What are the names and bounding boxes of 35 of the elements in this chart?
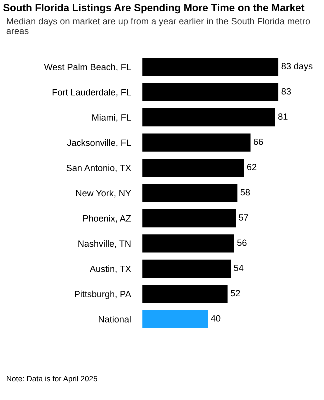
bar — [142, 134, 251, 152]
bar — [142, 108, 276, 127]
data-label: 56 — [238, 240, 247, 246]
y-tick-label: Nashville, TN — [78, 240, 131, 248]
bar — [142, 158, 244, 178]
bar — [142, 285, 228, 304]
data-label: 83 — [282, 88, 292, 95]
bar — [142, 209, 236, 228]
data-label: 81 — [278, 114, 288, 120]
bar — [142, 310, 208, 328]
bar — [142, 260, 232, 278]
chart-subtitle: Median days on market are up from a year earlier in the South Florida metro areas — [6, 18, 310, 34]
y-tick-label: West Palm Beach, FL — [44, 64, 132, 72]
y-tick-label: Fort Lauderdale, FL — [52, 89, 132, 97]
y-tick-label: Miami, FL — [92, 114, 132, 122]
bar — [142, 184, 238, 202]
data-label: 62 — [247, 164, 257, 170]
data-label: 83 days — [282, 62, 313, 72]
y-tick-label: Pittsburgh, PA — [75, 290, 132, 300]
bar — [142, 83, 279, 102]
data-label: 58 — [240, 189, 250, 196]
bar — [142, 58, 279, 76]
bar — [142, 234, 234, 253]
chart-title: South Florida Listings Are Spending More Time on the Market — [4, 4, 305, 14]
y-tick-label: San Antonio, TX — [66, 164, 132, 172]
data-label: 40 — [211, 315, 221, 322]
y-tick-label: New York, NY — [76, 190, 132, 198]
data-label: 52 — [230, 290, 240, 297]
y-tick-label: Jacksonville, FL — [67, 140, 132, 148]
data-label: 57 — [239, 214, 248, 221]
data-label: 66 — [254, 138, 264, 146]
data-label: 54 — [234, 265, 244, 272]
y-tick-label: Austin, TX — [90, 266, 132, 274]
y-tick-label: Phoenix, AZ — [84, 215, 132, 223]
y-tick-label: National — [99, 316, 131, 323]
